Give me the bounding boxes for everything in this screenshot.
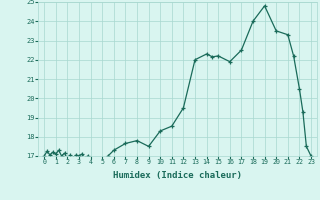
X-axis label: Humidex (Indice chaleur): Humidex (Indice chaleur)	[113, 171, 242, 180]
